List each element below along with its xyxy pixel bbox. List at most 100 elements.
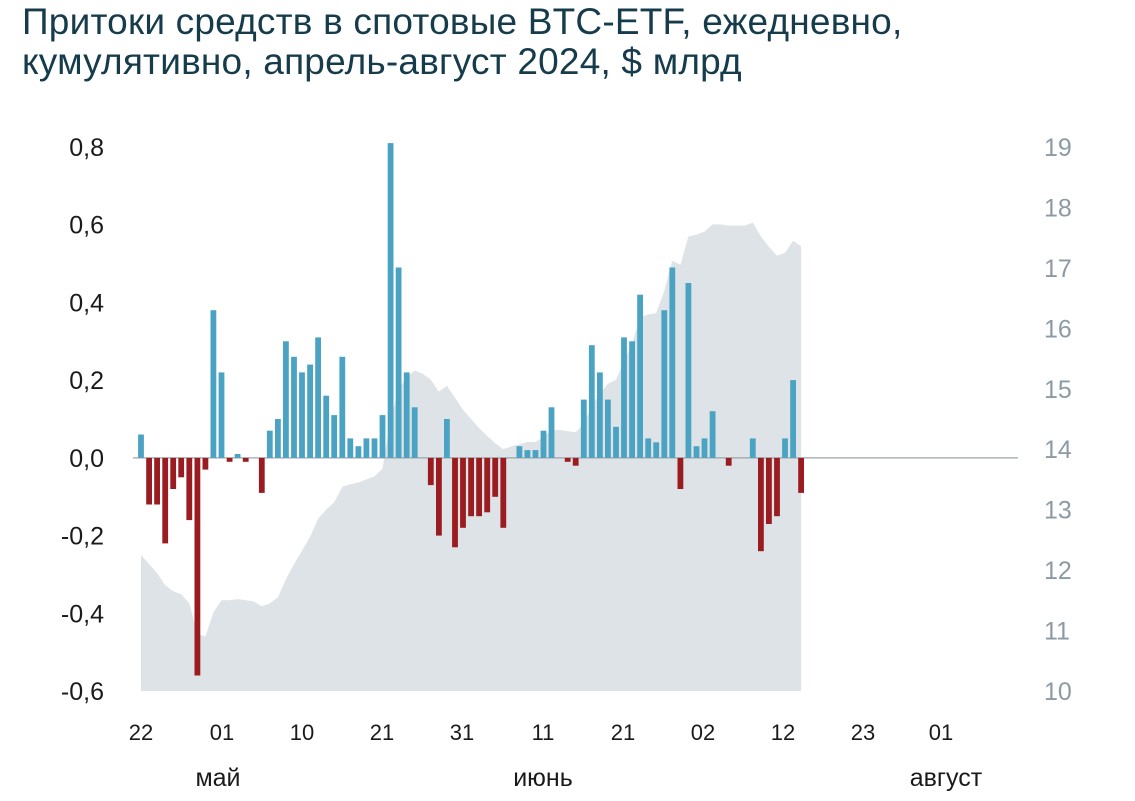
outflow-bar (572, 457, 579, 466)
x-axis-tick-label: 01 (929, 720, 953, 745)
x-axis-tick-label: 21 (611, 720, 635, 745)
outflow-bar (162, 457, 169, 544)
inflow-bar (234, 454, 241, 458)
outflow-bar (186, 457, 193, 521)
outflow-bar (476, 457, 482, 517)
x-axis-tick-label: 23 (851, 720, 875, 745)
x-axis-tick-label: 11 (532, 720, 555, 745)
right-axis-tick-label: 17 (1044, 255, 1072, 283)
left-axis-tick-label: -0,2 (61, 523, 104, 551)
inflow-bar (580, 399, 587, 458)
inflow-bar (685, 283, 692, 458)
inflow-bar (637, 294, 643, 458)
x-axis-tick-label: 22 (129, 720, 153, 745)
inflow-bar (331, 415, 338, 458)
inflow-bar (347, 438, 354, 458)
x-axis-tick-label: 02 (691, 720, 715, 745)
right-axis-tick-label: 16 (1044, 315, 1072, 343)
month-label: май (195, 764, 240, 792)
left-axis-tick-label: 0,0 (69, 445, 104, 473)
cumulative-area (141, 222, 802, 691)
inflow-bar (701, 438, 708, 458)
left-axis-tick-label: 0,6 (69, 212, 104, 240)
outflow-bar (146, 457, 152, 505)
left-axis-tick-label: 0,8 (69, 134, 104, 162)
right-axis-tick-label: 18 (1044, 194, 1072, 222)
outflow-bar (242, 457, 249, 462)
inflow-bar (307, 364, 313, 458)
outflow-bar (154, 457, 160, 505)
inflow-bar (355, 446, 362, 458)
x-axis-tick-label: 21 (370, 720, 394, 745)
daily-flow-bars-layer (138, 143, 804, 676)
inflow-bar (621, 337, 627, 458)
chart-title-line2: кумулятивно, апрель-август 2024, $ млрд (22, 41, 742, 82)
outflow-bar (226, 457, 233, 462)
inflow-bar (693, 446, 700, 458)
inflow-bar (516, 446, 523, 458)
month-label: июнь (513, 764, 573, 792)
inflow-bar (444, 419, 450, 458)
outflow-bar (468, 457, 474, 517)
outflow-bar (258, 457, 265, 493)
left-axis-tick-label: -0,6 (61, 678, 104, 706)
right-axis-tick-label: 10 (1044, 678, 1072, 706)
inflow-bar (387, 143, 394, 458)
outflow-bar (500, 457, 507, 528)
inflow-bar (218, 372, 225, 458)
outflow-bar (766, 457, 772, 524)
outflow-bar (170, 457, 177, 489)
outflow-bar (427, 457, 434, 486)
inflow-bar (299, 372, 305, 458)
left-axis: 0,8 0,6 0,4 0,2 0,0 -0,2 -0,4 -0,6 (61, 134, 104, 706)
inflow-bar (540, 430, 547, 458)
right-axis-tick-label: 11 (1044, 618, 1070, 646)
right-axis-tick-label: 15 (1044, 376, 1072, 404)
chart-title: Притоки средств в спотовые BTC-ETF, ежед… (22, 2, 1132, 82)
right-axis-tick-label: 12 (1044, 557, 1072, 585)
inflow-bar (597, 372, 603, 458)
inflow-bar (371, 438, 378, 458)
inflow-bar (339, 356, 346, 458)
inflow-bar (411, 407, 418, 458)
x-axis: 22 01 10 21 31 11 21 02 12 23 01 май июнь август (129, 720, 983, 792)
inflow-bar (645, 438, 652, 458)
outflow-bar (452, 457, 458, 548)
inflow-bar (275, 419, 281, 458)
left-axis-tick-label: 0,2 (69, 367, 104, 395)
left-axis-tick-label: -0,4 (61, 600, 104, 628)
cumulative-area-layer (133, 222, 1018, 691)
inflow-bar (790, 380, 796, 458)
inflow-bar (709, 411, 716, 458)
outflow-bar (774, 457, 780, 517)
inflow-bar (379, 415, 386, 458)
inflow-bar (323, 395, 330, 458)
inflow-bar (363, 438, 370, 458)
month-label: август (910, 764, 983, 792)
outflow-bar (492, 457, 499, 497)
right-axis-tick-label: 13 (1044, 497, 1072, 525)
outflow-bar (202, 457, 209, 470)
inflow-bar (138, 434, 144, 458)
outflow-bar (677, 457, 684, 489)
left-axis-tick-label: 0,4 (69, 289, 104, 317)
inflow-bar (266, 430, 273, 458)
inflow-bar (403, 372, 410, 458)
inflow-bar (749, 438, 756, 458)
outflow-bar (460, 457, 466, 528)
inflow-bar (661, 310, 668, 458)
outflow-bar (484, 457, 491, 513)
inflow-bar (782, 438, 788, 458)
outflow-bar (178, 457, 185, 478)
outflow-bar (758, 457, 764, 552)
outflow-bar (194, 457, 201, 676)
inflow-bar (315, 337, 321, 458)
x-axis-tick-label: 01 (210, 720, 234, 745)
right-axis: 19 18 17 16 15 14 13 12 11 10 (1044, 134, 1072, 706)
x-axis-tick-label: 10 (290, 720, 314, 745)
inflow-bar (524, 450, 531, 458)
inflow-bar (395, 267, 402, 458)
inflow-bar (669, 267, 676, 458)
inflow-bar (653, 442, 660, 458)
